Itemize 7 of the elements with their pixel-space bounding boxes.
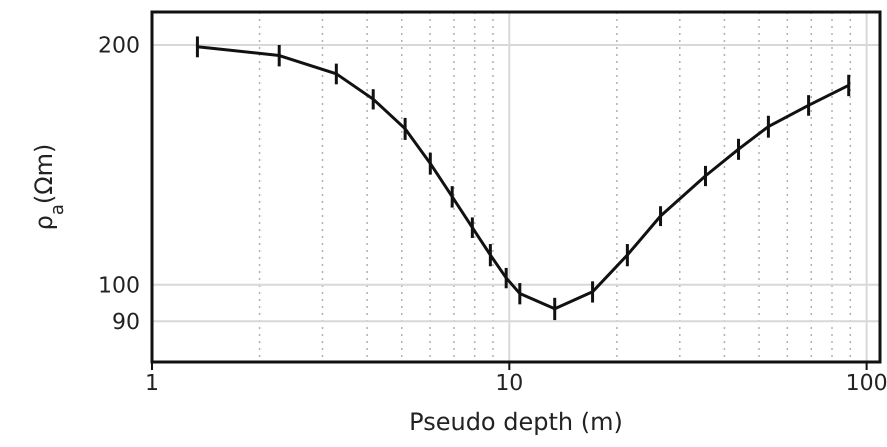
x-tick-label: 1	[145, 371, 159, 396]
y-tick-label: 90	[112, 310, 140, 335]
x-tick-label: 10	[495, 371, 524, 396]
x-tick-label: 100	[846, 371, 887, 396]
x-axis-title: Pseudo depth (m)	[409, 408, 623, 436]
y-tick-label: 200	[98, 34, 140, 59]
y-tick-label: 100	[98, 273, 140, 298]
